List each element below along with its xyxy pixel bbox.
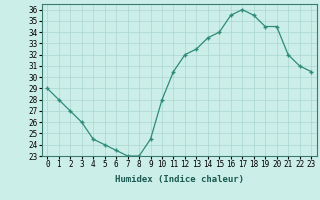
X-axis label: Humidex (Indice chaleur): Humidex (Indice chaleur) (115, 175, 244, 184)
